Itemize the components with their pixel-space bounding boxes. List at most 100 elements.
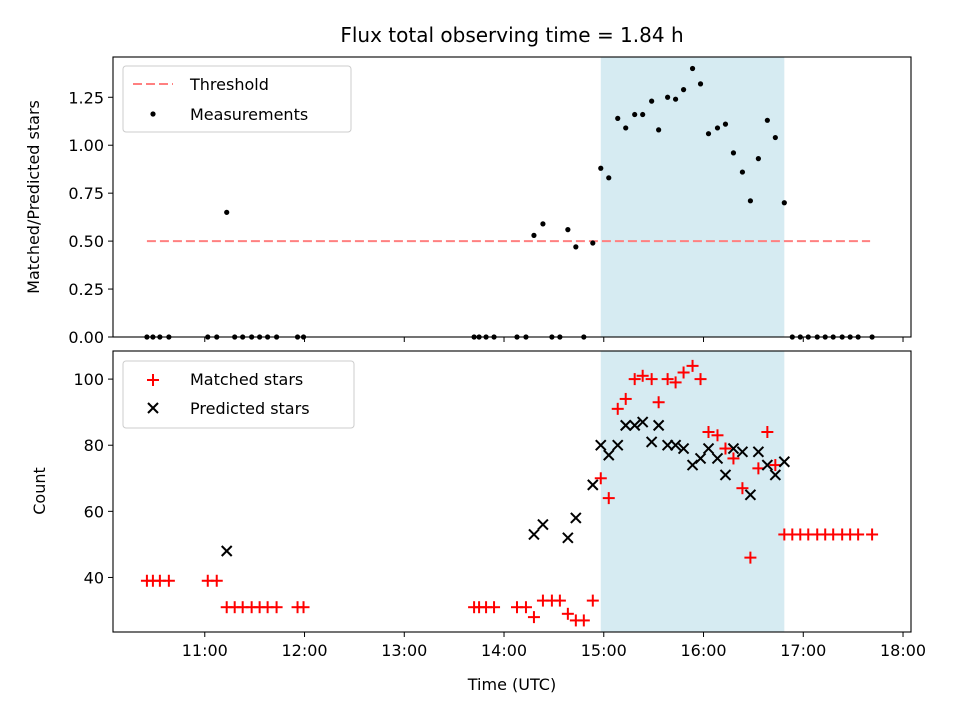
legend-measurements-label: Measurements (190, 105, 308, 124)
measurement-point (697, 81, 704, 87)
y-tick-label: 40 (84, 568, 104, 587)
measurement-point (781, 200, 787, 206)
matched-star-point (719, 442, 732, 455)
matched-star-point (586, 594, 599, 607)
predicted-star-point (694, 452, 707, 465)
predicted-star-point (736, 446, 749, 458)
matched-star-point (162, 574, 175, 587)
predicted-star-point (669, 439, 682, 451)
measurement-point (224, 209, 230, 215)
predicted-star-point (221, 545, 233, 557)
x-axis-label: Time (UTC) (467, 675, 556, 694)
y-tick-label: 100 (73, 370, 104, 389)
bottom-panel: 40 60 80 100 11:00 12:00 13:00 14:00 15:00 16:00… (30, 350, 926, 694)
legend-matched-label: Matched stars (190, 370, 303, 389)
y-tick-label: 80 (84, 436, 104, 455)
matched-star-point (702, 425, 715, 438)
y-tick-label: 0.00 (68, 328, 104, 347)
predicted-star-point (761, 459, 774, 471)
matched-star-point (686, 359, 699, 372)
matched-star-point (694, 373, 707, 386)
predicted-star-point (744, 489, 757, 501)
predicted-star-point (711, 452, 724, 465)
x-tick-label: 13:00 (381, 641, 427, 660)
top-shaded-span (600, 57, 785, 337)
matched-star-point (210, 574, 223, 587)
predicted-star-point (778, 456, 791, 468)
matched-star-point (645, 373, 658, 386)
y-tick-label: 0.75 (68, 184, 104, 203)
measurement-point (598, 165, 604, 171)
x-tick-label: 16:00 (680, 641, 726, 660)
predicted-star-point (702, 442, 715, 455)
y-tick-label: 0.25 (68, 280, 104, 299)
measurement-point (573, 244, 579, 250)
measurement-point (632, 111, 638, 118)
matched-star-point (752, 462, 765, 475)
matched-star-point (297, 601, 310, 614)
chart-title: Flux total observing time = 1.84 h (340, 23, 683, 47)
matched-star-point (527, 611, 540, 624)
predicted-star-point (752, 446, 765, 458)
measurement-point (705, 131, 712, 137)
measurement-point (540, 221, 546, 227)
top-legend: Threshold Measurements (122, 65, 352, 133)
measurement-point (714, 125, 721, 131)
measurement-point (739, 169, 746, 175)
measurement-point (590, 240, 596, 246)
matched-star-point (866, 528, 879, 541)
matched-star-point (661, 373, 674, 386)
matched-star-point (561, 607, 574, 620)
bottom-axes-frame (112, 350, 912, 633)
measurement-point (656, 127, 662, 133)
predicted-star-point (645, 436, 658, 448)
matched-star-point (577, 614, 590, 627)
matched-star-point (553, 594, 566, 607)
y-tick-label: 60 (84, 502, 104, 521)
matched-star-point (636, 369, 649, 382)
predicted-star-point (603, 449, 615, 461)
bottom-legend-box (122, 360, 355, 429)
predicted-star-point (595, 439, 607, 451)
measurement-point (615, 115, 621, 121)
measurement-point (531, 232, 537, 238)
bottom-shaded-span (600, 351, 785, 632)
matched-star-point (594, 472, 607, 485)
measurement-point (689, 65, 696, 72)
measurement-point (722, 121, 729, 127)
legend-matched-swatch (147, 374, 159, 386)
legend-threshold-label: Threshold (189, 75, 269, 94)
top-axes-frame (112, 56, 912, 338)
matched-star-point (628, 373, 641, 386)
measurement-point (680, 87, 687, 93)
x-tick-label: 12:00 (281, 641, 327, 660)
matched-star-point (677, 366, 690, 379)
top-panel: 0.00 0.25 0.50 0.75 1.00 1.25 Matched/Predict… (24, 56, 912, 347)
x-tick-label: 18:00 (880, 641, 926, 660)
matched-star-point (270, 601, 283, 614)
y-tick-label: 1.25 (68, 88, 104, 107)
bottom-y-axis-label: Count (30, 467, 49, 515)
predicted-star-point (652, 419, 665, 432)
matched-star-point (769, 459, 782, 472)
predicted-star-point (620, 419, 632, 432)
matched-star-point (602, 492, 615, 505)
matched-star-point (744, 551, 757, 564)
measurement-point (747, 198, 754, 204)
matched-star-point (519, 601, 532, 614)
measurement-point (565, 227, 571, 233)
measurement-point (672, 96, 679, 102)
predicted-star-point (570, 512, 582, 524)
measurement-point (665, 94, 671, 100)
predicted-star-point (719, 469, 732, 481)
matched-star-point (669, 376, 682, 389)
matched-star-point (619, 392, 632, 405)
measurement-point (730, 150, 737, 156)
matched-star-point (488, 601, 501, 614)
matched-star-point (852, 528, 865, 541)
matched-star-point (727, 452, 740, 465)
x-tick-label: 11:00 (182, 641, 228, 660)
measurement-point (772, 134, 778, 141)
y-tick-label: 1.00 (68, 136, 104, 155)
